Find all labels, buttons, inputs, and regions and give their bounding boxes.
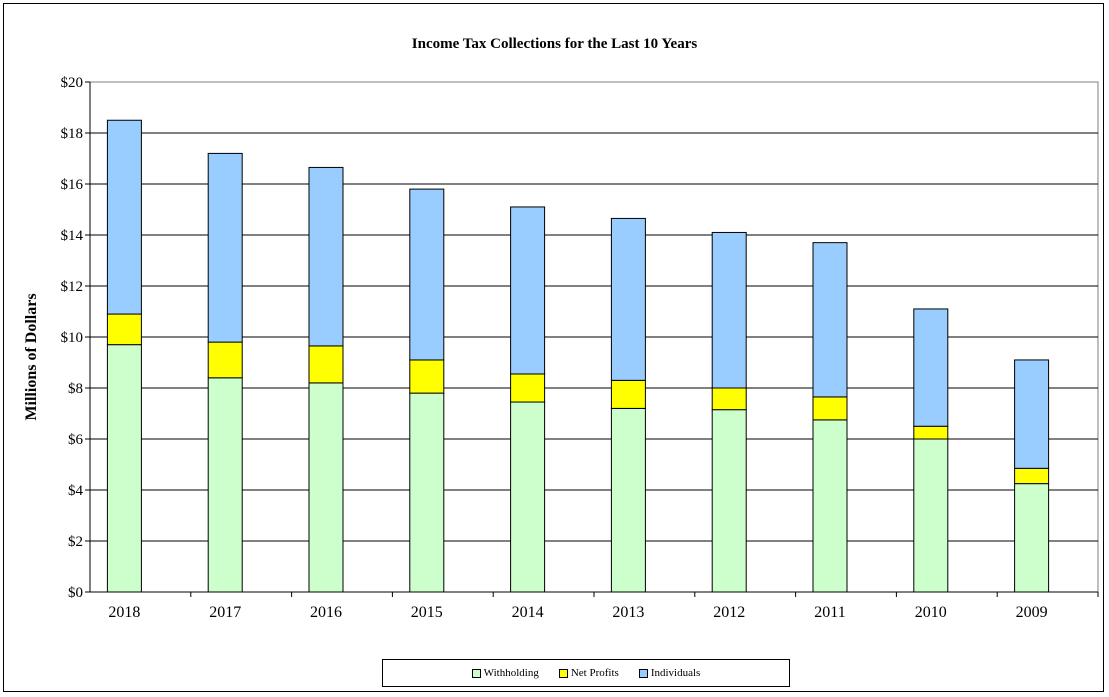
legend: Withholding Net Profits Individuals (382, 659, 790, 687)
bar-net-profits (308, 345, 344, 384)
bar-individuals (308, 166, 344, 347)
bar-individuals (207, 152, 243, 343)
bar-withholding (610, 407, 646, 593)
x-tick-label: 2018 (108, 604, 140, 621)
bar-net-profits (510, 373, 546, 403)
bar-net-profits (409, 359, 445, 394)
y-tick-label: $2 (68, 534, 83, 550)
x-tick-label: 2011 (814, 604, 845, 621)
legend-item-withholding: Withholding (471, 667, 539, 679)
bar-net-profits (1014, 467, 1050, 485)
legend-label-individuals: Individuals (650, 667, 701, 679)
y-tick-label: $20 (61, 75, 84, 91)
bar-withholding (1014, 483, 1050, 593)
x-tick-label: 2016 (310, 604, 342, 621)
legend-label-withholding: Withholding (483, 667, 539, 679)
bar-individuals (510, 206, 546, 375)
y-tick-label: $18 (61, 126, 84, 142)
y-tick-label: $0 (68, 585, 83, 601)
bar-withholding (106, 344, 142, 593)
legend-label-net-profits: Net Profits (570, 667, 619, 679)
y-tick-label: $12 (61, 279, 84, 295)
bar-individuals (409, 188, 445, 361)
bar-individuals (106, 119, 142, 315)
x-tick-label: 2013 (612, 604, 644, 621)
legend-item-net-profits: Net Profits (558, 667, 619, 679)
bar-net-profits (106, 313, 142, 346)
bar-individuals (610, 217, 646, 381)
bar-withholding (812, 419, 848, 593)
bar-individuals (913, 308, 949, 427)
x-tick-label: 2017 (209, 604, 241, 621)
bar-individuals (812, 242, 848, 398)
bar-net-profits (711, 387, 747, 411)
legend-swatch-individuals (638, 668, 648, 678)
x-tick-label: 2015 (411, 604, 443, 621)
y-tick-label: $10 (61, 330, 84, 346)
bar-net-profits (913, 425, 949, 440)
bar-withholding (308, 382, 344, 593)
y-tick-label: $16 (61, 177, 84, 193)
legend-swatch-withholding (471, 668, 481, 678)
bar-individuals (711, 231, 747, 389)
y-tick-label: $8 (68, 381, 83, 397)
x-tick-label: 2012 (713, 604, 745, 621)
bar-withholding (510, 401, 546, 593)
y-tick-label: $6 (68, 432, 84, 448)
bar-net-profits (610, 379, 646, 409)
bar-withholding (409, 392, 445, 593)
x-tick-label: 2010 (915, 604, 947, 621)
bar-net-profits (812, 396, 848, 421)
x-tick-label: 2014 (512, 604, 544, 621)
bar-withholding (913, 438, 949, 593)
y-tick-label: $4 (68, 483, 84, 499)
bar-withholding (711, 409, 747, 593)
y-tick-label: $14 (61, 228, 84, 244)
bar-net-profits (207, 341, 243, 379)
bar-individuals (1014, 359, 1050, 469)
x-tick-label: 2009 (1016, 604, 1048, 621)
legend-item-individuals: Individuals (638, 667, 701, 679)
bar-withholding (207, 377, 243, 593)
chart-title: Income Tax Collections for the Last 10 Y… (411, 36, 698, 52)
legend-swatch-net-profits (558, 668, 568, 678)
